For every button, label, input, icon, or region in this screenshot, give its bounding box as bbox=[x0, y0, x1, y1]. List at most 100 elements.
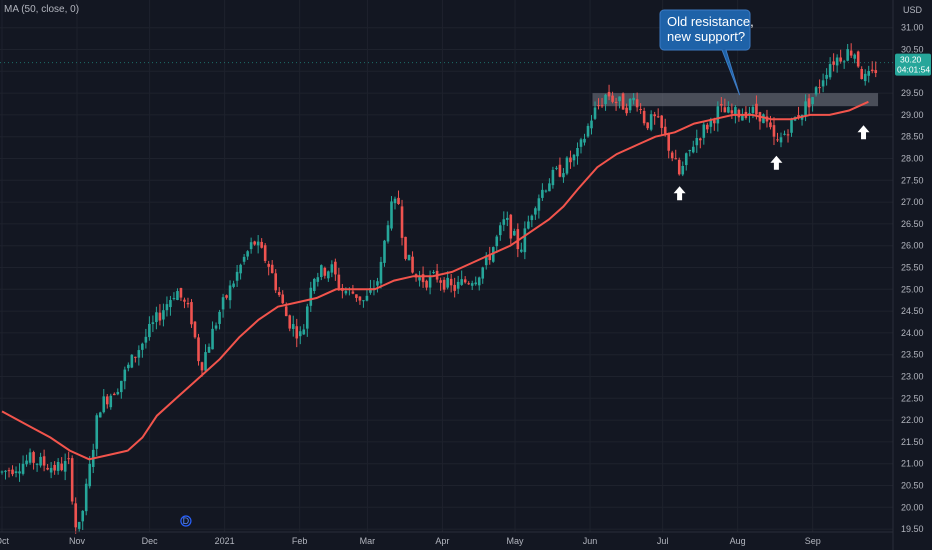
candle-body bbox=[400, 206, 404, 238]
price-tick-label: 28.00 bbox=[901, 154, 924, 164]
price-tick-label: 30.50 bbox=[901, 45, 924, 55]
candle-body bbox=[814, 87, 818, 95]
candle-body bbox=[513, 230, 516, 236]
candle-body bbox=[723, 107, 727, 113]
candle-body bbox=[242, 256, 246, 262]
candle-body bbox=[776, 139, 779, 141]
last-price-value: 30.20 bbox=[900, 55, 922, 65]
time-tick-label: Nov bbox=[69, 536, 86, 546]
candle-body bbox=[211, 328, 214, 350]
candle-body bbox=[463, 279, 467, 283]
candle-body bbox=[505, 217, 509, 220]
candle-body bbox=[467, 283, 470, 285]
price-tick-label: 24.00 bbox=[901, 328, 924, 338]
time-tick-label: Feb bbox=[292, 536, 308, 546]
candle-body bbox=[527, 221, 530, 229]
candle-body bbox=[755, 103, 758, 115]
candle-body bbox=[702, 124, 706, 138]
candle-body bbox=[369, 288, 372, 293]
candle-body bbox=[825, 74, 828, 79]
candle-body bbox=[28, 452, 32, 463]
candle-body bbox=[46, 467, 49, 470]
candle-body bbox=[762, 114, 765, 124]
candle-body bbox=[849, 50, 853, 56]
time-tick-label: Dec bbox=[142, 536, 159, 546]
price-tick-label: 23.00 bbox=[901, 372, 924, 382]
candle-body bbox=[379, 261, 383, 284]
price-tick-label: 19.50 bbox=[901, 524, 924, 534]
candle-body bbox=[600, 105, 604, 107]
candle-body bbox=[158, 312, 162, 321]
candle-body bbox=[737, 109, 741, 118]
candle-body bbox=[239, 264, 242, 274]
candle-body bbox=[569, 157, 572, 163]
candle-body bbox=[639, 109, 642, 111]
candle-body bbox=[783, 133, 786, 135]
candle-body bbox=[155, 312, 158, 323]
time-axis[interactable]: Oct Nov Dec 2021 Feb Mar Apr May Jun Jul Aug Sep D bbox=[0, 515, 893, 546]
candle-body bbox=[614, 101, 618, 103]
price-tick-label: 20.00 bbox=[901, 502, 924, 512]
candle-body bbox=[446, 277, 449, 288]
candle-body bbox=[418, 277, 421, 281]
candle-body bbox=[484, 255, 488, 266]
time-tick-label: Jul bbox=[657, 536, 669, 546]
candle-body bbox=[625, 107, 628, 114]
candle-body bbox=[586, 125, 590, 137]
candle-body bbox=[474, 282, 478, 285]
candle-body bbox=[284, 306, 288, 317]
candle-body bbox=[221, 297, 225, 310]
candle-body bbox=[207, 346, 211, 353]
candle-body bbox=[502, 219, 506, 225]
candle-body bbox=[779, 137, 783, 143]
annotation-callout[interactable]: Old resistance,new support? bbox=[659, 9, 754, 96]
candle-body bbox=[439, 280, 442, 283]
candle-body bbox=[70, 458, 74, 502]
candle-body bbox=[523, 228, 527, 253]
price-tick-label: 29.00 bbox=[901, 110, 924, 120]
candle-body bbox=[49, 467, 53, 473]
candle-body bbox=[123, 369, 127, 382]
candle-body bbox=[228, 285, 232, 301]
price-tick-label: 24.50 bbox=[901, 306, 924, 316]
indicator-legend[interactable]: MA (50, close, 0) bbox=[4, 4, 80, 15]
candle-body bbox=[720, 104, 723, 106]
candle-body bbox=[548, 183, 551, 192]
time-tick-label: Mar bbox=[360, 536, 376, 546]
candle-body bbox=[870, 69, 874, 72]
arrow-up-icon bbox=[673, 186, 686, 201]
candle-body bbox=[218, 311, 221, 324]
candle-body bbox=[253, 241, 256, 245]
candle-body bbox=[670, 152, 674, 159]
candle-body bbox=[291, 324, 295, 329]
candle-body bbox=[653, 114, 656, 117]
time-tick-label: Aug bbox=[730, 536, 746, 546]
candle-body bbox=[846, 49, 849, 61]
candle-body bbox=[151, 322, 155, 325]
candle-body bbox=[214, 325, 218, 329]
candle-body bbox=[772, 125, 776, 137]
candle-body bbox=[320, 265, 323, 278]
candle-body bbox=[112, 393, 116, 396]
time-tick-label: Sep bbox=[805, 536, 821, 546]
candle-body bbox=[541, 189, 544, 198]
candle-body bbox=[25, 460, 28, 465]
candle-body bbox=[751, 106, 755, 113]
candle-body bbox=[453, 284, 456, 291]
candle-body bbox=[165, 304, 169, 311]
candle-body bbox=[288, 315, 292, 329]
candle-body bbox=[190, 302, 193, 325]
candle-body bbox=[141, 343, 144, 350]
candle-body bbox=[839, 57, 842, 62]
candle-body bbox=[281, 294, 285, 304]
candle-body bbox=[313, 278, 316, 291]
candle-body bbox=[618, 96, 621, 102]
candle-body bbox=[597, 105, 600, 107]
candle-body bbox=[270, 264, 274, 274]
candle-body bbox=[134, 356, 137, 358]
candle-body bbox=[828, 64, 832, 78]
candle-body bbox=[607, 91, 611, 97]
candle-body bbox=[730, 110, 734, 114]
